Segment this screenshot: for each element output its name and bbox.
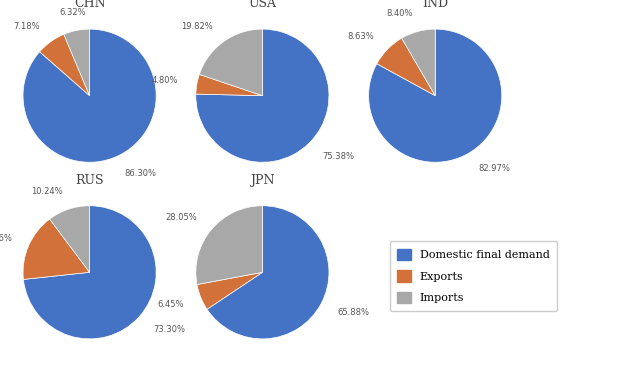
Wedge shape (23, 219, 90, 279)
Wedge shape (40, 34, 90, 96)
Text: 82.97%: 82.97% (479, 164, 511, 173)
Wedge shape (196, 206, 262, 284)
Text: 8.63%: 8.63% (348, 32, 374, 41)
Text: 7.18%: 7.18% (13, 22, 40, 31)
Title: RUS: RUS (76, 174, 104, 187)
Wedge shape (64, 29, 90, 96)
Title: USA: USA (248, 0, 276, 10)
Title: JPN: JPN (250, 174, 275, 187)
Wedge shape (196, 29, 329, 162)
Wedge shape (24, 206, 156, 339)
Title: CHN: CHN (74, 0, 106, 10)
Text: 6.32%: 6.32% (60, 8, 86, 17)
Wedge shape (369, 29, 502, 162)
Text: 16.46%: 16.46% (0, 234, 12, 243)
Text: 8.40%: 8.40% (387, 9, 413, 18)
Wedge shape (50, 206, 90, 272)
Text: 65.88%: 65.88% (337, 308, 369, 317)
Legend: Domestic final demand, Exports, Imports: Domestic final demand, Exports, Imports (390, 241, 557, 311)
Title: IND: IND (422, 0, 448, 10)
Text: 28.05%: 28.05% (165, 213, 197, 222)
Text: 19.82%: 19.82% (181, 22, 212, 31)
Text: 73.30%: 73.30% (153, 325, 185, 334)
Wedge shape (199, 29, 262, 96)
Wedge shape (196, 74, 262, 96)
Wedge shape (207, 206, 329, 339)
Wedge shape (197, 272, 262, 309)
Text: 4.80%: 4.80% (152, 77, 179, 85)
Text: 10.24%: 10.24% (31, 187, 63, 196)
Text: 75.38%: 75.38% (322, 152, 354, 161)
Text: 86.30%: 86.30% (125, 169, 157, 178)
Wedge shape (402, 29, 435, 96)
Text: 6.45%: 6.45% (157, 300, 184, 309)
Wedge shape (23, 29, 156, 162)
Wedge shape (377, 38, 435, 96)
